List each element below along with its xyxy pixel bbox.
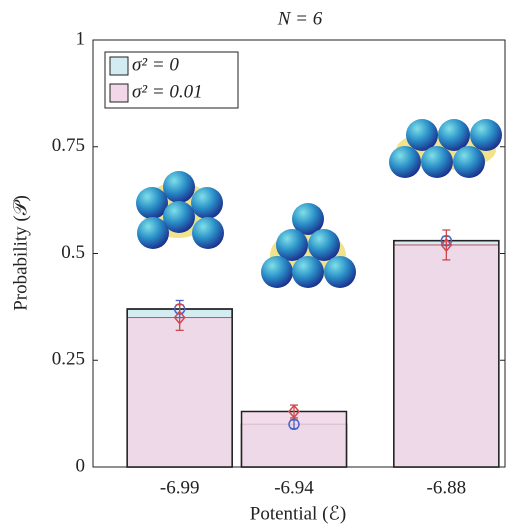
bar [126,317,233,468]
y-tick-label: 0.5 [61,242,85,263]
y-tick-label: 0.75 [52,135,85,156]
x-axis-label: Potential (ℰ) [250,503,346,524]
x-tick-label: -6.94 [274,477,314,498]
molecule-3 [389,119,502,178]
legend: σ² = 0 σ² = 0.01 [104,51,239,109]
y-tick-label: 0 [76,455,86,476]
marker [173,310,186,325]
marker [288,404,300,419]
legend-swatch [109,56,129,76]
legend-label: σ² = 0 [132,54,179,75]
chart-title: N = 6 [277,8,323,29]
bar [393,244,500,468]
marker [288,418,300,431]
legend-swatch [109,83,129,103]
error-bar [173,304,186,332]
marker [440,237,453,253]
y-tick-label: 1 [76,28,86,49]
error-bar [288,404,300,419]
legend-label: σ² = 0.01 [132,81,203,102]
y-axis-label: Probability (𝒫) [10,195,31,311]
molecule-2 [261,203,356,288]
error-bar [440,229,453,261]
molecule-1 [136,171,224,249]
x-tick-label: -6.99 [160,477,200,498]
x-tick-label: -6.88 [427,477,467,498]
error-bar [288,418,300,431]
y-tick-label: 0.25 [52,349,85,370]
